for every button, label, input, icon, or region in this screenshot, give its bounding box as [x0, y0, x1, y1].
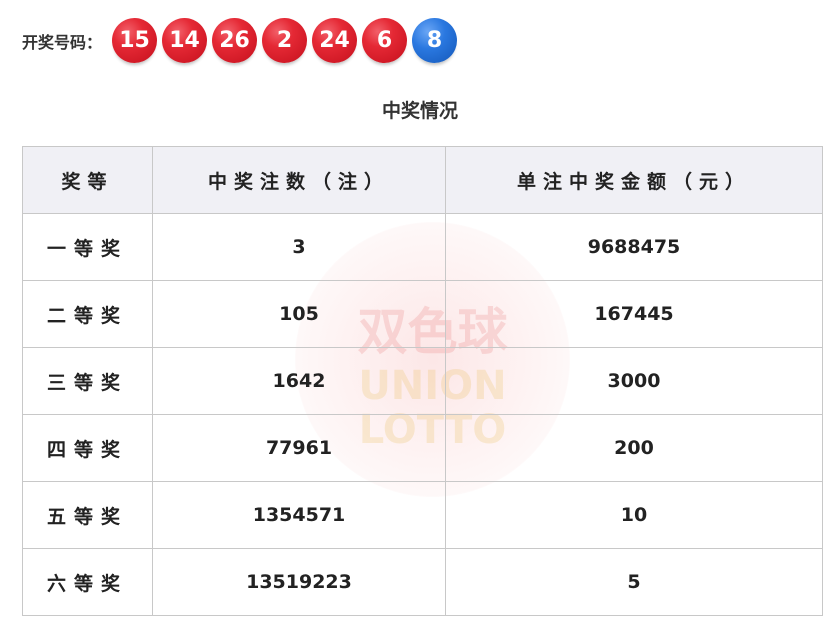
prize-amount: 10 — [445, 481, 823, 549]
winner-count: 3 — [152, 213, 446, 281]
prize-table: 奖等 中奖注数（注） 单注中奖金额（元） 一等奖 3 9688475 二等奖 1… — [22, 146, 823, 616]
winner-count: 77961 — [152, 414, 446, 482]
red-ball: 6 — [362, 18, 408, 63]
prize-level: 六等奖 — [22, 548, 153, 616]
red-ball: 14 — [162, 18, 208, 63]
prize-amount: 5 — [445, 548, 823, 616]
red-ball: 2 — [262, 18, 308, 63]
table-row: 六等奖 13519223 5 — [22, 548, 823, 616]
header-level: 奖等 — [22, 146, 153, 214]
prize-level: 二等奖 — [22, 280, 153, 348]
prize-level: 三等奖 — [22, 347, 153, 415]
prize-amount: 3000 — [445, 347, 823, 415]
winner-count: 105 — [152, 280, 446, 348]
table-header-row: 奖等 中奖注数（注） 单注中奖金额（元） — [22, 146, 823, 214]
prize-level: 四等奖 — [22, 414, 153, 482]
table-row: 二等奖 105 167445 — [22, 280, 823, 348]
table-row: 一等奖 3 9688475 — [22, 213, 823, 281]
draw-numbers: 开奖号码： 15 14 26 2 24 6 8 — [22, 18, 462, 63]
prize-level: 一等奖 — [22, 213, 153, 281]
prize-amount: 200 — [445, 414, 823, 482]
header-count: 中奖注数（注） — [152, 146, 446, 214]
section-title: 中奖情况 — [381, 100, 458, 122]
table-row: 三等奖 1642 3000 — [22, 347, 823, 415]
table-row: 五等奖 1354571 10 — [22, 481, 823, 549]
table-row: 四等奖 77961 200 — [22, 414, 823, 482]
red-ball: 15 — [112, 18, 158, 63]
winner-count: 1354571 — [152, 481, 446, 549]
prize-amount: 9688475 — [445, 213, 823, 281]
prize-level: 五等奖 — [22, 481, 153, 549]
header-amount: 单注中奖金额（元） — [445, 146, 823, 214]
red-ball: 24 — [312, 18, 358, 63]
red-ball: 26 — [212, 18, 258, 63]
winner-count: 1642 — [152, 347, 446, 415]
blue-ball: 8 — [412, 18, 458, 63]
winner-count: 13519223 — [152, 548, 446, 616]
draw-label: 开奖号码： — [22, 32, 103, 52]
prize-amount: 167445 — [445, 280, 823, 348]
